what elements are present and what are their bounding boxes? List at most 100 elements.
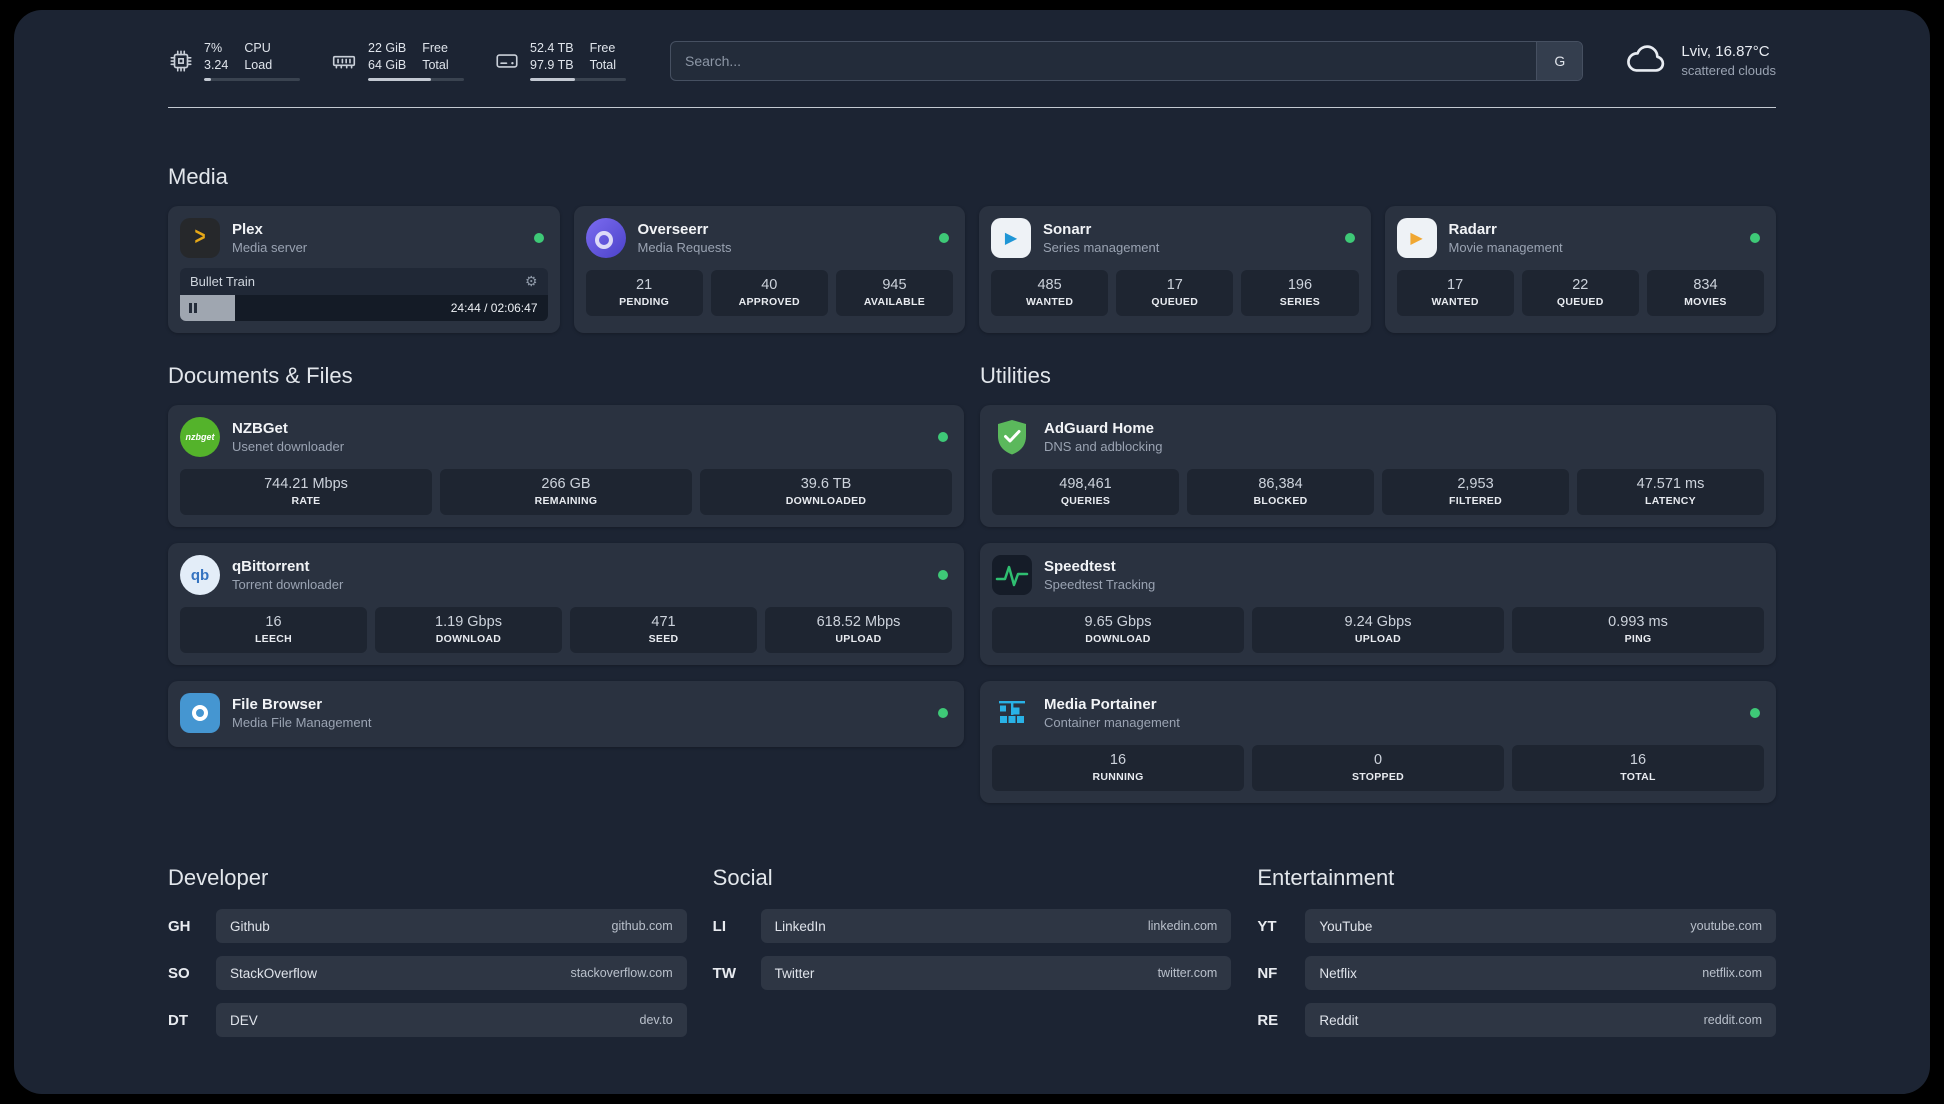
playback-progress-bar[interactable]: 24:44 / 02:06:47 bbox=[180, 295, 548, 321]
stat-label: LEECH bbox=[254, 633, 293, 645]
stat-value: 834 bbox=[1693, 277, 1718, 293]
pause-icon[interactable] bbox=[189, 303, 197, 313]
weather-widget[interactable]: Lviv, 16.87°C scattered clouds bbox=[1623, 40, 1776, 81]
service-card-qbittorrent[interactable]: qb qBittorrent Torrent downloader 16 LEE… bbox=[168, 543, 964, 665]
stat-value: 0 bbox=[1373, 752, 1383, 768]
stat-value: 47.571 ms bbox=[1636, 476, 1705, 492]
stat-value: 17 bbox=[1447, 277, 1464, 293]
memory-progress-bar bbox=[368, 77, 464, 81]
service-name: Sonarr bbox=[1043, 221, 1092, 238]
bookmark-netflix[interactable]: NF Netflix netflix.com bbox=[1257, 956, 1776, 990]
stat-value: 21 bbox=[636, 277, 653, 293]
cpu-icon bbox=[168, 48, 194, 74]
cpu-load-label: Load bbox=[244, 57, 273, 72]
section-title-documents: Documents & Files bbox=[168, 363, 353, 388]
bookmark-youtube[interactable]: YT YouTube youtube.com bbox=[1257, 909, 1776, 943]
status-dot bbox=[1750, 233, 1760, 243]
service-card-adguard[interactable]: AdGuard Home DNS and adblocking 498,461 … bbox=[980, 405, 1776, 527]
bookmark-stackoverflow[interactable]: SO StackOverflow stackoverflow.com bbox=[168, 956, 687, 990]
service-card-speedtest[interactable]: Speedtest Speedtest Tracking 9.65 Gbps D… bbox=[980, 543, 1776, 665]
bookmark-url: twitter.com bbox=[1157, 966, 1218, 980]
stat-label: DOWNLOAD bbox=[435, 633, 502, 645]
adguard-icon bbox=[992, 417, 1032, 457]
status-dot bbox=[1750, 708, 1760, 718]
service-name: Speedtest bbox=[1044, 558, 1116, 575]
stat-value: 39.6 TB bbox=[800, 476, 852, 492]
section-title-developer: Developer bbox=[168, 865, 269, 890]
now-playing-title: Bullet Train bbox=[190, 274, 256, 289]
bookmark-abbr: GH bbox=[168, 917, 191, 935]
stat-label: QUEUED bbox=[1556, 296, 1604, 308]
service-description: DNS and adblocking bbox=[1044, 439, 1163, 454]
service-name: File Browser bbox=[232, 696, 323, 713]
portainer-icon bbox=[992, 693, 1032, 733]
stat-label: UPLOAD bbox=[1354, 633, 1402, 645]
section-title-utilities: Utilities bbox=[980, 363, 1051, 388]
cpu-usage-value: 7% bbox=[204, 40, 223, 55]
bookmarks-developer: Developer GH Github github.com SO StackO… bbox=[168, 865, 687, 1050]
disk-progress-bar bbox=[530, 77, 626, 81]
gear-icon[interactable]: ⚙ bbox=[524, 273, 538, 289]
service-description: Speedtest Tracking bbox=[1044, 577, 1156, 592]
stat-label: AVAILABLE bbox=[863, 296, 926, 308]
status-dot bbox=[938, 708, 948, 718]
stat-label: SEED bbox=[648, 633, 679, 645]
stat-queued: 17 QUEUED bbox=[1116, 270, 1234, 316]
disk-widget: 52.4 TB 97.9 TB Free Total bbox=[494, 41, 626, 81]
service-card-sonarr[interactable]: ▶ Sonarr Series management 485 WANTED 17… bbox=[979, 206, 1371, 333]
weather-location: Lviv, 16.87°C bbox=[1681, 43, 1770, 60]
stat-value: 485 bbox=[1037, 277, 1062, 293]
stat-label: RATE bbox=[291, 495, 321, 507]
stat-label: TOTAL bbox=[1620, 771, 1656, 783]
service-card-overseerr[interactable]: Overseerr Media Requests 21 PENDING 40 A… bbox=[573, 206, 965, 333]
bookmark-url: reddit.com bbox=[1703, 1013, 1762, 1027]
topbar-divider bbox=[168, 107, 1776, 108]
service-card-nzbget[interactable]: nzbget NZBGet Usenet downloader 744.21 M… bbox=[168, 405, 964, 527]
stat-value: 17 bbox=[1166, 277, 1183, 293]
stat-label: REMAINING bbox=[534, 495, 598, 507]
documents-column: Documents & Files nzbget NZBGet Usenet d… bbox=[168, 363, 964, 763]
radarr-icon: ▶ bbox=[1396, 218, 1437, 258]
bookmark-url: github.com bbox=[611, 919, 673, 933]
plex-icon: > bbox=[180, 218, 220, 258]
memory-total-label: Total bbox=[422, 57, 449, 72]
stat-download: 9.65 Gbps DOWNLOAD bbox=[992, 607, 1244, 653]
stat-wanted: 485 WANTED bbox=[991, 270, 1109, 316]
service-description: Container management bbox=[1044, 715, 1180, 730]
service-card-filebrowser[interactable]: File Browser Media File Management bbox=[168, 681, 964, 747]
service-card-radarr[interactable]: ▶ Radarr Movie management 17 WANTED 22 Q… bbox=[1384, 206, 1776, 333]
plex-now-playing: Bullet Train ⚙ 24:44 / 02:06:47 bbox=[180, 268, 548, 321]
bookmark-url: youtube.com bbox=[1690, 919, 1762, 933]
search-provider-button[interactable]: G bbox=[1536, 41, 1583, 80]
disk-free-value: 52.4 TB bbox=[530, 40, 574, 55]
status-dot bbox=[938, 570, 948, 580]
qbittorrent-icon: qb bbox=[180, 555, 220, 595]
bookmark-name: Reddit bbox=[1319, 1012, 1359, 1028]
stat-label: MOVIES bbox=[1684, 296, 1727, 308]
stat-value: 618.52 Mbps bbox=[816, 614, 901, 630]
stat-label: QUEUED bbox=[1151, 296, 1199, 308]
bookmark-dev[interactable]: DT DEV dev.to bbox=[168, 1003, 687, 1037]
service-card-portainer[interactable]: Media Portainer Container management 16 … bbox=[980, 681, 1776, 803]
stat-label: PING bbox=[1624, 633, 1652, 645]
stat-label: APPROVED bbox=[738, 296, 800, 308]
stat-label: RUNNING bbox=[1092, 771, 1144, 783]
bookmark-github[interactable]: GH Github github.com bbox=[168, 909, 687, 943]
service-description: Media server bbox=[232, 240, 308, 255]
cloud-icon bbox=[1623, 40, 1669, 81]
bookmark-abbr: TW bbox=[712, 964, 736, 982]
bookmark-linkedin[interactable]: LI LinkedIn linkedin.com bbox=[713, 909, 1232, 943]
search-input[interactable] bbox=[671, 41, 1537, 80]
bookmark-url: netflix.com bbox=[1702, 966, 1762, 980]
memory-free-value: 22 GiB bbox=[368, 40, 407, 55]
service-name: Radarr bbox=[1448, 221, 1497, 238]
overseerr-icon bbox=[585, 218, 626, 258]
service-description: Usenet downloader bbox=[232, 439, 345, 454]
playback-time: 24:44 / 02:06:47 bbox=[450, 301, 538, 315]
bookmark-twitter[interactable]: TW Twitter twitter.com bbox=[713, 956, 1232, 990]
bookmark-reddit[interactable]: RE Reddit reddit.com bbox=[1257, 1003, 1776, 1037]
stat-label: STOPPED bbox=[1351, 771, 1405, 783]
service-card-plex[interactable]: > Plex Media server Bullet Train ⚙ bbox=[168, 206, 560, 333]
stat-value: 16 bbox=[265, 614, 282, 630]
disk-icon bbox=[494, 48, 520, 74]
